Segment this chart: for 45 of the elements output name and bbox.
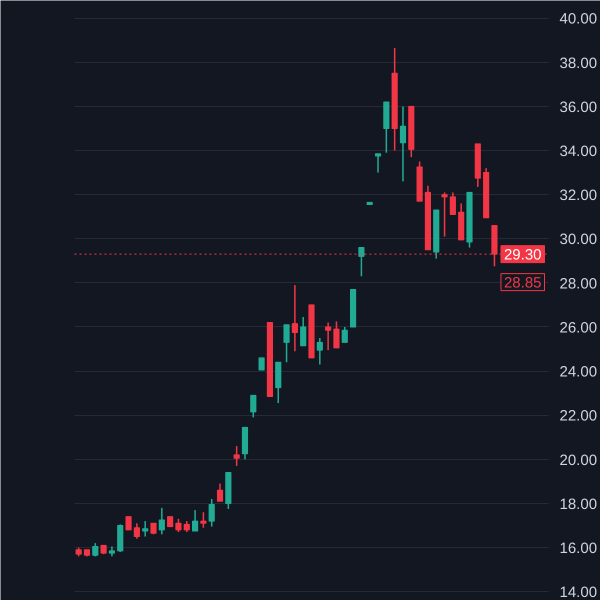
ref-line-label: 29.30	[504, 246, 542, 264]
candlestick	[208, 498, 215, 528]
candlestick	[450, 192, 456, 216]
candlestick	[400, 106, 406, 182]
candlestick	[125, 516, 132, 530]
y-tick-label: 30.00	[560, 231, 598, 248]
candlestick	[150, 522, 157, 536]
y-tick-label: 20.00	[560, 452, 598, 469]
y-tick-label: 22.00	[560, 408, 598, 425]
y-tick-label: 14.00	[560, 584, 598, 600]
candlestick	[292, 284, 298, 352]
candlestick	[325, 322, 332, 351]
y-tick-label: 36.00	[560, 98, 598, 116]
y-tick-label: 24.00	[560, 364, 598, 381]
candlestick	[250, 394, 256, 418]
candlestick	[234, 445, 240, 467]
candlestick	[316, 337, 323, 366]
y-tick-label: 28.00	[560, 275, 598, 292]
candlestick	[216, 482, 224, 502]
candlestick	[175, 518, 182, 533]
candlestick	[167, 516, 174, 528]
y-tick-label: 16.00	[560, 540, 598, 558]
candlestick	[184, 520, 190, 533]
candlestick	[192, 509, 198, 532]
candlestick	[108, 546, 115, 558]
y-tick-label: 34.00	[560, 143, 598, 160]
y-tick-label: 18.00	[560, 496, 598, 513]
y-tick-label: 38.00	[560, 54, 598, 72]
y-tick-label: 26.00	[560, 319, 598, 336]
candlestick	[200, 512, 206, 528]
candlestick	[441, 192, 448, 238]
candlestick	[158, 507, 165, 536]
candlestick	[333, 320, 340, 349]
candlestick	[283, 324, 290, 364]
candlestick	[300, 316, 306, 346]
text: 28.85	[504, 274, 542, 292]
y-tick-label: 32.00	[560, 187, 598, 204]
candlestick	[258, 357, 265, 370]
candlestick	[142, 520, 148, 538]
candlestick	[358, 246, 364, 277]
candlestick	[92, 542, 98, 558]
candlestick	[374, 153, 382, 174]
y-tick-label: 40.00	[560, 10, 598, 28]
candlestick	[342, 326, 348, 344]
candlestick	[134, 522, 140, 540]
